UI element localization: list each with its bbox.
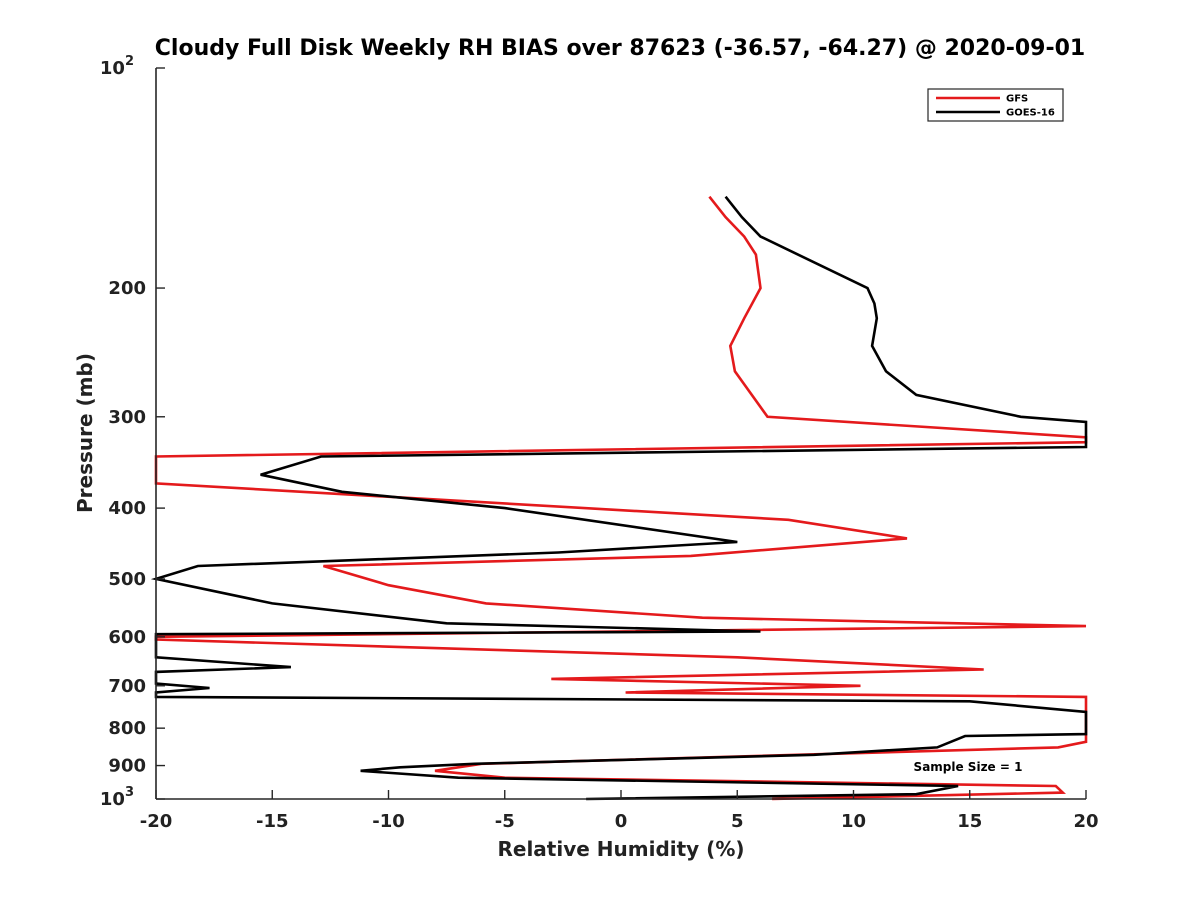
y-tick-label: 400 xyxy=(108,498,146,519)
y-tick-label: 700 xyxy=(108,676,146,697)
chart-title: Cloudy Full Disk Weekly RH BIAS over 876… xyxy=(155,36,1085,61)
y-tick-label: 102 xyxy=(100,54,134,79)
series-line-goes-16 xyxy=(150,195,1088,801)
x-axis-label: Relative Humidity (%) xyxy=(497,837,744,861)
y-tick-label: 900 xyxy=(108,756,146,777)
x-tick-label: 20 xyxy=(1073,811,1098,832)
y-tick-base: 10 xyxy=(100,58,125,79)
legend-label: GFS xyxy=(1006,94,1028,105)
y-tick-exponent: 3 xyxy=(125,785,134,800)
x-tick-label: -15 xyxy=(256,811,289,832)
x-ticks: -20 -15 -10 -5 0 5 10 15 20 xyxy=(140,790,1099,832)
series-layer xyxy=(150,195,1088,801)
y-tick-label: 600 xyxy=(108,627,146,648)
y-tick-label: 200 xyxy=(108,278,146,299)
y-tick-base: 10 xyxy=(100,789,125,810)
sample-size-annotation: Sample Size = 1 xyxy=(914,760,1023,774)
legend-box xyxy=(927,88,1064,122)
x-tick-label: -5 xyxy=(495,811,515,832)
y-axis-label: Pressure (mb) xyxy=(73,353,97,513)
y-tick-label: 103 xyxy=(100,785,134,810)
x-tick-label: -20 xyxy=(140,811,173,832)
legend-label: GOES-16 xyxy=(1006,108,1055,119)
legend: GFS GOES-16 xyxy=(927,88,1064,122)
plot-background xyxy=(156,68,1086,799)
y-tick-label: 500 xyxy=(108,569,146,590)
x-tick-label: 0 xyxy=(615,811,628,832)
x-tick-label: 5 xyxy=(731,811,744,832)
plot-area: -20 -15 -10 -5 0 5 10 15 20 10220030040050060070… xyxy=(100,54,1099,832)
x-tick-label: -10 xyxy=(372,811,405,832)
y-tick-label: 800 xyxy=(108,718,146,739)
legend-items: GFS GOES-16 xyxy=(936,94,1055,119)
series-line-gfs xyxy=(154,195,1088,801)
x-tick-label: 10 xyxy=(841,811,866,832)
y-tick-label: 300 xyxy=(108,407,146,428)
x-tick-label: 15 xyxy=(957,811,982,832)
y-tick-exponent: 2 xyxy=(125,54,134,69)
